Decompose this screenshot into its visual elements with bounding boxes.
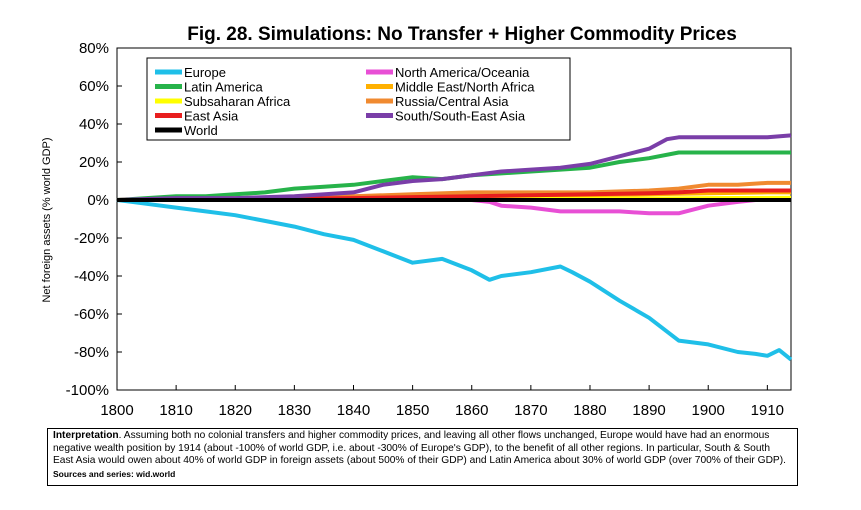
legend-label-middle-east-north-africa: Middle East/North Africa [395,80,535,95]
legend-label-east-asia: East Asia [184,109,239,124]
note-text: . Assuming both no colonial transfers an… [53,430,786,467]
x-tick-label: 1900 [692,402,725,419]
y-tick-label: -60% [74,306,109,323]
y-tick-label: 20% [79,154,109,171]
y-tick-label: -20% [74,230,109,247]
y-axis-label: Net foreign assets (% world GDP) [41,137,53,302]
y-tick-label: 80% [79,40,109,57]
x-tick-label: 1800 [100,402,133,419]
legend-label-russia-central-asia: Russia/Central Asia [395,94,509,109]
y-tick-label: 60% [79,78,109,95]
legend-label-subsaharan-africa: Subsaharan Africa [184,94,291,109]
x-tick-label: 1850 [396,402,429,419]
series-lines [116,133,793,362]
note-label: Interpretation [53,430,119,441]
legend-label-latin-america: Latin America [184,80,264,95]
x-tick-label: 1890 [632,402,665,419]
note-sources: Sources and series: wid.world [53,468,176,479]
legend-label-south-south-east-asia: South/South-East Asia [395,109,526,124]
x-tick-label: 1810 [159,402,192,419]
legend-label-north-america-oceania: North America/Oceania [395,65,530,80]
x-tick-label: 1870 [514,402,547,419]
y-tick-label: 40% [79,116,109,133]
series-line-europe [116,198,793,362]
x-tick-label: 1910 [751,402,784,419]
legend-label-world: World [184,123,218,138]
y-tick-label: -80% [74,344,109,361]
x-tick-label: 1880 [573,402,606,419]
legend-box [146,57,571,141]
interpretation-note: Interpretation. Assuming both no colonia… [47,428,798,486]
x-tick-label: 1860 [455,402,488,419]
legend-label-europe: Europe [184,65,226,80]
plot-area [116,47,792,391]
x-tick-label: 1820 [219,402,252,419]
chart-title: Fig. 28. Simulations: No Transfer + High… [187,24,737,45]
y-tick-label: -40% [74,268,109,285]
x-tick-label: 1840 [337,402,370,419]
x-axis: 1800 1810 1820 1830 1840 1850 1860 1870 1880 1890… [100,385,784,419]
x-tick-label: 1830 [278,402,311,419]
y-tick-label: 0% [87,192,109,209]
series-line-south-south-east-asia [116,133,792,202]
y-tick-label: -100% [66,382,109,399]
y-axis: 80% 60% 40% 20% 0% -20% -40% -60% -80% -100% [66,40,122,399]
